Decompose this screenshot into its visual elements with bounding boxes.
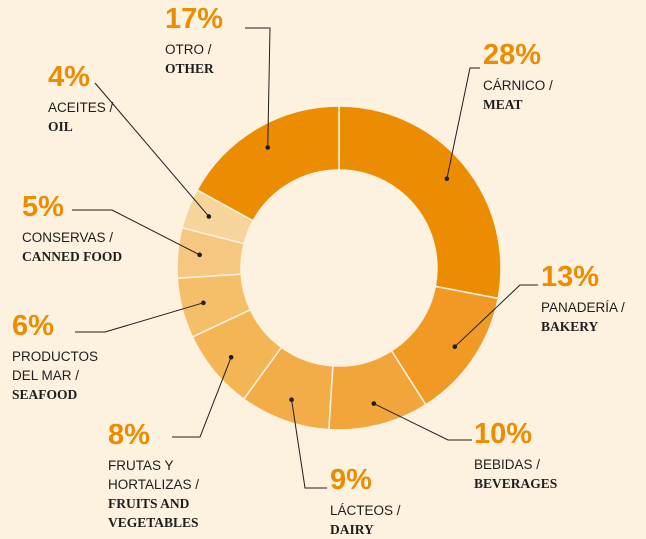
leader-line <box>245 27 271 148</box>
category-label-en: SEAFOOD <box>12 387 78 402</box>
category-label-es: FRUTAS Y HORTALIZAS / <box>108 458 200 492</box>
leader-dot <box>265 145 271 150</box>
percent-label: 6% <box>12 310 54 342</box>
category-label-en: MEAT <box>483 97 523 112</box>
percent-label: 4% <box>48 61 90 93</box>
leader-dot <box>206 214 212 219</box>
leader-line <box>94 82 210 217</box>
donut-segment <box>196 105 340 222</box>
percent-label: 28% <box>483 39 542 71</box>
percent-label: 5% <box>22 191 64 223</box>
leader-line <box>72 209 200 256</box>
leader-line <box>75 302 204 333</box>
category-label-en: BAKERY <box>541 319 599 334</box>
segment-label: 17% OTRO / OTHER <box>165 4 245 78</box>
leader-dot <box>201 300 206 306</box>
category-label-es: CÁRNICO / <box>483 78 553 93</box>
leader-dot <box>452 344 458 349</box>
category-label-en: OIL <box>48 119 73 134</box>
segment-label: 10% BEBIDAS / BEVERAGES <box>474 419 594 493</box>
segment-label: 13% PANADERÍA / BAKERY <box>541 262 646 336</box>
segment-label: 28% CÁRNICO / MEAT <box>483 40 603 114</box>
category-label-es: LÁCTEOS / <box>330 503 401 518</box>
leader-line <box>291 399 327 489</box>
leader-line <box>373 403 472 441</box>
leader-dot <box>228 354 234 360</box>
category-label-es: OTRO / <box>165 42 212 57</box>
percent-label: 17% <box>165 3 224 35</box>
category-label-es: ACEITES / <box>48 100 114 115</box>
segment-label: 8% FRUTAS Y HORTALIZAS / FRUITS AND VEGETA… <box>108 420 243 532</box>
percent-label: 8% <box>108 419 150 451</box>
percent-label: 9% <box>330 464 372 496</box>
segment-label: 4% ACEITES / OIL <box>48 62 148 136</box>
segment-label: 5% CONSERVAS / CANNED FOOD <box>22 192 162 266</box>
category-label-es: BEBIDAS / <box>474 457 541 472</box>
leader-dot <box>371 401 377 406</box>
category-label-en: CANNED FOOD <box>22 249 123 264</box>
leader-dot <box>444 176 450 182</box>
leader-dot <box>289 397 294 403</box>
donut-segment <box>338 105 502 300</box>
category-label-es: CONSERVAS / <box>22 230 114 245</box>
leader-line <box>454 284 538 348</box>
percent-label: 13% <box>541 261 600 293</box>
category-label-en: FRUITS AND VEGETABLES <box>108 496 199 530</box>
leader-line <box>446 67 480 179</box>
leader-dot <box>197 252 202 258</box>
percent-label: 10% <box>474 418 533 450</box>
leader-line <box>172 357 232 438</box>
category-label-en: BEVERAGES <box>474 476 558 491</box>
category-label-en: DAIRY <box>330 522 374 537</box>
segment-label: 6% PRODUCTOS DEL MAR / SEAFOOD <box>12 311 117 404</box>
category-label-en: OTHER <box>165 61 214 76</box>
segment-label: 9% LÁCTEOS / DAIRY <box>330 465 440 539</box>
category-label-es: PRODUCTOS DEL MAR / <box>12 349 99 383</box>
category-label-es: PANADERÍA / <box>541 300 625 315</box>
